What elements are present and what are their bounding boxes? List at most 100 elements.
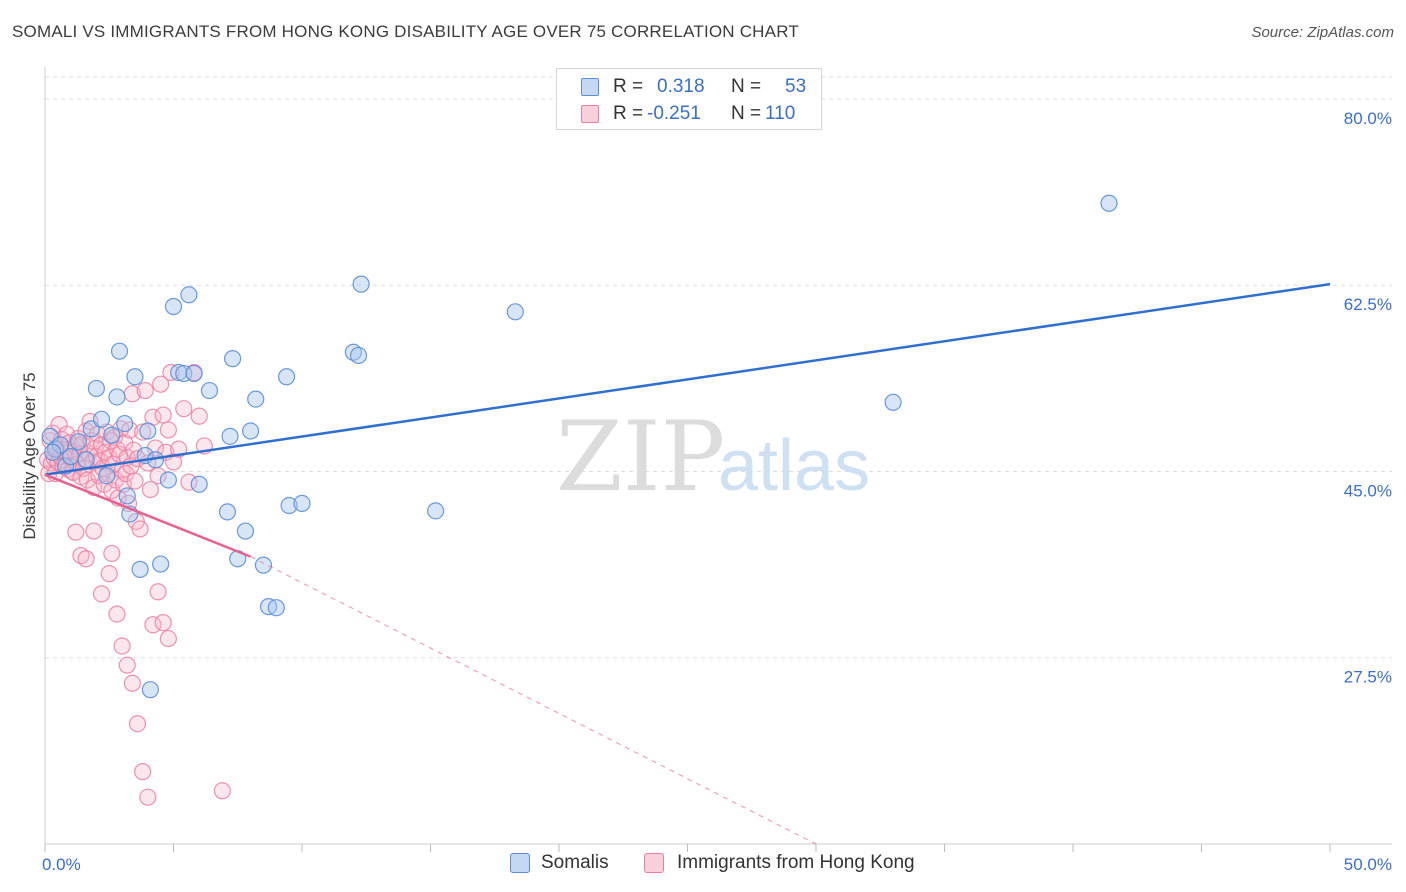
data-point-hong-kong (154, 614, 172, 632)
data-point-somali (92, 410, 111, 428)
legend-swatch-blue (581, 78, 599, 96)
data-point-somali (110, 342, 129, 360)
data-point-somali (190, 475, 208, 493)
data-point-somali (352, 275, 370, 293)
data-point-hong-kong (141, 480, 159, 499)
data-point-somali (141, 681, 159, 699)
data-point-somali (44, 443, 62, 461)
data-point-somali (218, 503, 237, 521)
source-label: Source: ZipAtlas.com (1251, 24, 1394, 41)
data-point-hong-kong (144, 616, 162, 634)
data-point-somali (185, 364, 203, 383)
data-point-hong-kong (92, 585, 111, 603)
legend-r-value: -0.251 (647, 103, 701, 124)
correlation-legend: R = 0.318 N = 53 R = -0.251 N = 110 (556, 68, 822, 130)
bottom-legend-label-hong-kong: Immigrants from Hong Kong (677, 852, 915, 873)
data-point-somali (224, 350, 242, 368)
data-point-somali (427, 502, 445, 520)
data-point-hong-kong (85, 522, 103, 540)
data-point-somali (247, 390, 265, 408)
legend-r-value: 0.318 (657, 76, 705, 97)
legend-n-value: 110 (765, 103, 796, 124)
y-tick-label: 27.5% (1344, 668, 1392, 687)
bottom-legend-label-somalis: Somalis (541, 852, 609, 873)
legend-swatch-pink (581, 105, 599, 123)
chart-title: SOMALI VS IMMIGRANTS FROM HONG KONG DISA… (12, 22, 799, 41)
data-point-hong-kong (190, 407, 208, 425)
data-point-somali (506, 303, 524, 321)
data-point-somali (98, 467, 116, 485)
trend-line-somalis (44, 282, 1331, 476)
data-point-somali (221, 427, 239, 445)
data-point-hong-kong (113, 637, 131, 655)
data-point-hong-kong (100, 565, 118, 583)
data-point-somali (87, 379, 106, 398)
data-point-hong-kong (159, 421, 177, 439)
data-point-somali (293, 494, 311, 512)
data-point-somali (254, 556, 273, 574)
data-point-somali (1100, 194, 1118, 212)
legend-n-label: N = (731, 76, 762, 97)
trend-line-hong-kong-extrapolated (250, 556, 817, 845)
data-point-hong-kong (136, 381, 154, 400)
data-point-somali (118, 487, 136, 505)
trend-line-hong-kong (44, 473, 252, 558)
data-point-hong-kong (164, 453, 183, 471)
y-axis-title: Disability Age Over 75 (20, 372, 39, 539)
watermark: ZIP atlas (556, 401, 870, 513)
data-point-hong-kong (134, 763, 152, 781)
data-point-somali (277, 368, 296, 386)
data-point-hong-kong (77, 550, 95, 568)
data-point-hong-kong (131, 520, 149, 538)
y-tick-label: 62.5% (1344, 295, 1392, 314)
data-point-somali (69, 433, 88, 451)
data-point-hong-kong (175, 400, 193, 418)
axis-labels: 27.5% 45.0% 62.5% 80.0% 0.0% 50.0% Disability … (20, 109, 1392, 874)
data-point-somali (242, 422, 260, 440)
bottom-legend-swatch-blue (510, 853, 530, 873)
data-point-hong-kong (139, 788, 157, 806)
data-point-hong-kong (118, 656, 136, 674)
data-point-hong-kong (128, 715, 147, 733)
data-point-somali (180, 286, 198, 304)
watermark-zip: ZIP (556, 401, 725, 513)
data-point-somali (131, 560, 149, 578)
data-point-hong-kong (180, 473, 198, 491)
grid-lines (45, 76, 1392, 659)
data-point-somali (159, 471, 177, 489)
data-point-hong-kong (108, 605, 126, 623)
data-point-somali (103, 426, 121, 444)
data-point-hong-kong (72, 546, 90, 565)
bottom-legend-swatch-pink (644, 853, 664, 873)
series-immigrants-hong-kong (38, 363, 231, 806)
y-tick-label: 80.0% (1344, 109, 1392, 128)
data-point-somali (200, 381, 219, 400)
x-tick-label: 50.0% (1344, 855, 1392, 874)
data-point-hong-kong (159, 629, 177, 648)
data-point-hong-kong (213, 782, 231, 800)
data-point-hong-kong (123, 674, 141, 692)
data-point-somali (126, 368, 144, 386)
data-point-hong-kong (152, 375, 170, 393)
legend-n-value: 53 (785, 76, 807, 97)
data-point-hong-kong (67, 523, 85, 541)
data-point-somali (152, 555, 170, 573)
data-point-hong-kong (154, 406, 172, 424)
data-point-somali (139, 422, 157, 440)
legend-r-label: R = (613, 103, 644, 124)
data-point-somali (884, 393, 902, 411)
data-point-somali (62, 447, 80, 466)
trend-lines (44, 282, 1331, 845)
watermark-atlas: atlas (718, 426, 870, 506)
data-point-somali (236, 522, 255, 540)
legend-n-label: N = (731, 103, 762, 124)
data-point-somali (116, 414, 134, 433)
data-point-hong-kong (103, 544, 121, 563)
legend-r-label: R = (613, 76, 644, 97)
data-point-hong-kong (149, 583, 167, 601)
data-point-somali (349, 346, 368, 365)
data-point-somali (77, 451, 95, 469)
data-point-hong-kong (126, 472, 144, 490)
data-point-somali (267, 599, 285, 617)
